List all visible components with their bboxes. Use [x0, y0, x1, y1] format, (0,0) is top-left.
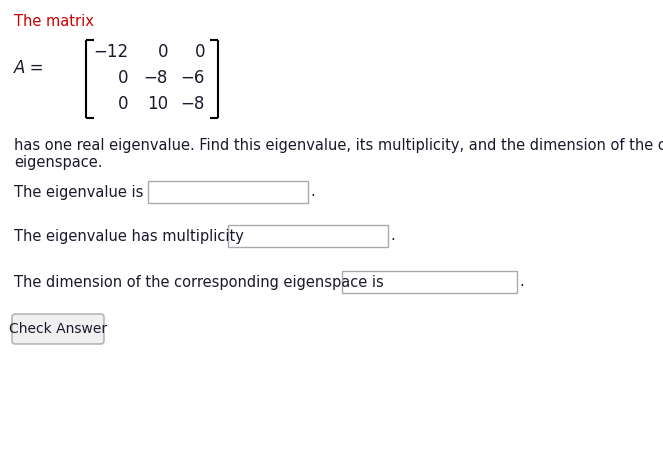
Text: eigenspace.: eigenspace. [14, 155, 103, 170]
Text: −8: −8 [144, 69, 168, 87]
Text: .: . [310, 184, 315, 200]
Text: has one real eigenvalue. Find this eigenvalue, its multiplicity, and the dimensi: has one real eigenvalue. Find this eigen… [14, 138, 663, 153]
Text: −8: −8 [180, 95, 205, 113]
Text: The eigenvalue is: The eigenvalue is [14, 184, 143, 200]
Text: 0: 0 [194, 43, 205, 61]
Text: Check Answer: Check Answer [9, 322, 107, 336]
Text: −6: −6 [180, 69, 205, 87]
FancyBboxPatch shape [342, 271, 517, 293]
FancyBboxPatch shape [228, 225, 388, 247]
FancyBboxPatch shape [148, 181, 308, 203]
Text: .: . [519, 275, 524, 289]
Text: The matrix: The matrix [14, 14, 94, 29]
Text: .: . [390, 229, 394, 244]
Text: −12: −12 [93, 43, 128, 61]
Text: A =: A = [14, 59, 44, 77]
Text: 0: 0 [117, 95, 128, 113]
Text: 0: 0 [158, 43, 168, 61]
Text: The eigenvalue has multiplicity: The eigenvalue has multiplicity [14, 229, 244, 244]
Text: The dimension of the corresponding eigenspace is: The dimension of the corresponding eigen… [14, 275, 384, 289]
FancyBboxPatch shape [12, 314, 104, 344]
Text: 0: 0 [117, 69, 128, 87]
Text: 10: 10 [147, 95, 168, 113]
